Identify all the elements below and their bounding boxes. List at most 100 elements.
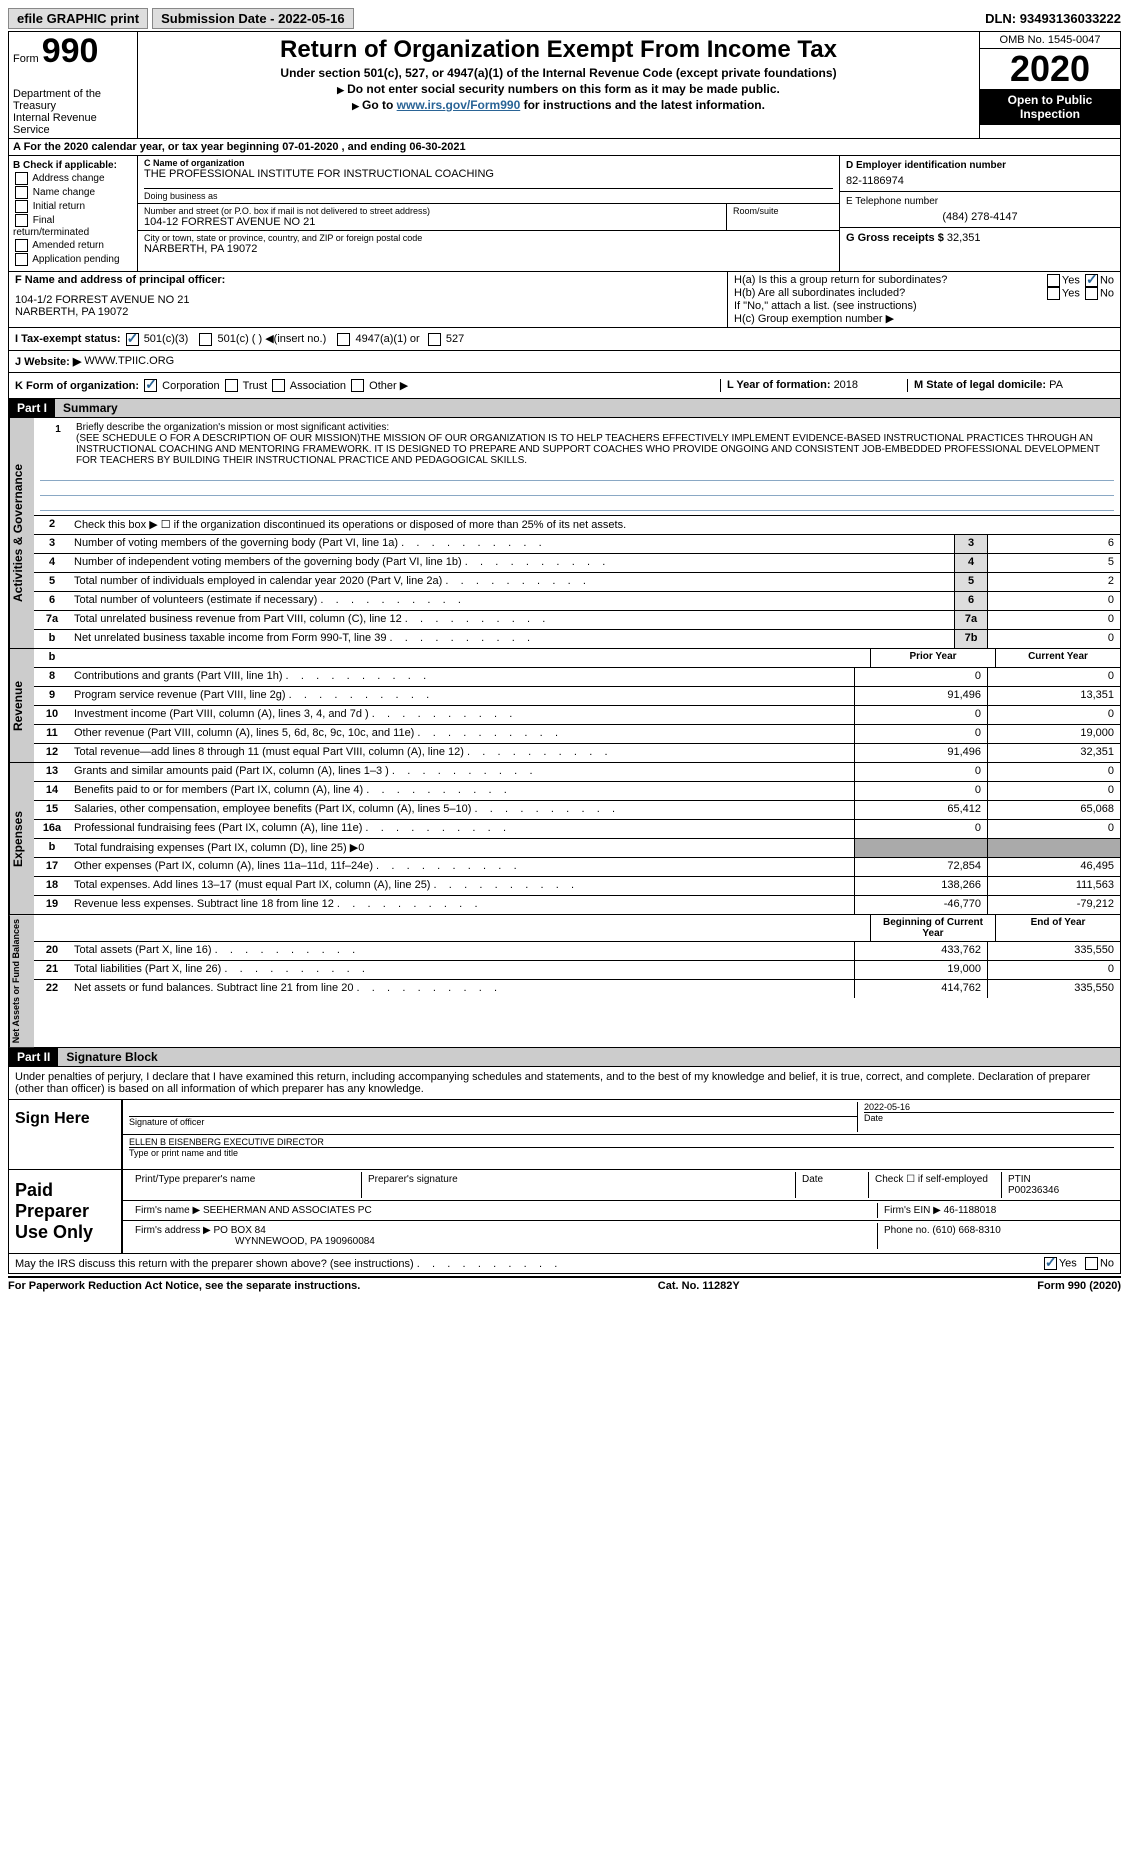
sec-i-left: I Tax-exempt status: 501(c)(3) 501(c) ( … [15, 332, 1114, 346]
line-desc: Other revenue (Part VIII, column (A), li… [70, 725, 854, 743]
exp-line: 15Salaries, other compensation, employee… [34, 801, 1120, 820]
chk-501c3[interactable] [126, 333, 139, 346]
firm-phone: (610) 668-8310 [932, 1225, 1000, 1236]
end-val: 335,550 [987, 980, 1120, 998]
prior-val: 91,496 [854, 744, 987, 762]
line-num: 8 [34, 668, 70, 686]
chk-501c[interactable] [199, 333, 212, 346]
chk-name[interactable]: Name change [13, 186, 133, 199]
rev-line: 12Total revenue—add lines 8 through 11 (… [34, 744, 1120, 762]
chk-initial[interactable]: Initial return [13, 200, 133, 213]
open-public: Open to Public Inspection [980, 89, 1120, 125]
line-desc: Revenue less expenses. Subtract line 18 … [70, 896, 854, 914]
sign-here-row: Sign Here Signature of officer 2022-05-1… [9, 1099, 1120, 1169]
sec-f: F Name and address of principal officer:… [9, 272, 728, 327]
revenue-content: b Prior Year Current Year 8Contributions… [34, 649, 1120, 762]
hb-note: If "No," attach a list. (see instruction… [734, 300, 1114, 312]
footer-mid: Cat. No. 11282Y [658, 1280, 740, 1292]
chk-527[interactable] [428, 333, 441, 346]
irs-link[interactable]: www.irs.gov/Form990 [397, 98, 521, 112]
rev-line: 10Investment income (Part VIII, column (… [34, 706, 1120, 725]
sec-f-h: F Name and address of principal officer:… [8, 272, 1121, 328]
street-value: 104-12 FORREST AVENUE NO 21 [144, 216, 720, 228]
current-val: 0 [987, 820, 1120, 838]
chk-corp[interactable] [144, 379, 157, 392]
chk-4947[interactable] [337, 333, 350, 346]
chk-addr-label: Address change [32, 173, 104, 184]
current-val: 19,000 [987, 725, 1120, 743]
street-label: Number and street (or P.O. box if mail i… [144, 206, 720, 216]
chk-amended[interactable]: Amended return [13, 239, 133, 252]
paid-prep-row: Paid Preparer Use Only Print/Type prepar… [9, 1169, 1120, 1253]
may-no-chk[interactable] [1085, 1257, 1098, 1270]
current-val: 111,563 [987, 877, 1120, 895]
revenue-section: Revenue b Prior Year Current Year 8Contr… [8, 649, 1121, 763]
chk-pending[interactable]: Application pending [13, 253, 133, 266]
line-num: 22 [34, 980, 70, 998]
firm-name: SEEHERMAN AND ASSOCIATES PC [203, 1205, 372, 1216]
expenses-section: Expenses 13Grants and similar amounts pa… [8, 763, 1121, 915]
part1-hdr: Part I Summary [8, 399, 1121, 418]
print-name-label: Print/Type preparer's name [129, 1172, 362, 1198]
city-value: NARBERTH, PA 19072 [144, 243, 833, 255]
prep-sig-label: Preparer's signature [362, 1172, 796, 1198]
line-val: 0 [987, 630, 1120, 648]
form-sub2: Do not enter social security numbers on … [142, 82, 975, 96]
gross-cell: G Gross receipts $ 32,351 [840, 228, 1120, 248]
m-value: PA [1049, 379, 1063, 391]
line-1-num: 1 [40, 422, 76, 466]
may-yes-chk[interactable] [1044, 1257, 1057, 1270]
current-val [987, 839, 1120, 857]
ein-value: 82-1186974 [846, 175, 1114, 187]
hc-label: H(c) Group exemption number ▶ [734, 312, 1114, 325]
chk-final[interactable]: Final return/terminated [13, 214, 133, 238]
firm-ein: 46-1188018 [944, 1205, 997, 1216]
line-box: 5 [954, 573, 987, 591]
chk-trust[interactable] [225, 379, 238, 392]
city-label: City or town, state or province, country… [144, 233, 833, 243]
firm-addr-label: Firm's address ▶ [135, 1225, 211, 1236]
line-desc: Grants and similar amounts paid (Part IX… [70, 763, 854, 781]
current-val: 65,068 [987, 801, 1120, 819]
ha-yn: Yes No [1045, 274, 1114, 287]
line-box: 3 [954, 535, 987, 553]
phone-value: (484) 278-4147 [846, 211, 1114, 223]
line-num: b [34, 839, 70, 857]
exp-line: 14Benefits paid to or for members (Part … [34, 782, 1120, 801]
paid-row1: Print/Type preparer's name Preparer's si… [123, 1170, 1120, 1201]
line-desc: Total revenue—add lines 8 through 11 (mu… [70, 744, 854, 762]
chk-addr[interactable]: Address change [13, 172, 133, 185]
dln-label: DLN: [985, 11, 1020, 26]
ptin-value: P00236346 [1008, 1185, 1108, 1196]
gov-line: bNet unrelated business taxable income f… [34, 630, 1120, 648]
paid-row2: Firm's name ▶ SEEHERMAN AND ASSOCIATES P… [123, 1201, 1120, 1221]
efile-btn[interactable]: efile GRAPHIC print [8, 8, 148, 29]
firm-addr-cell: Firm's address ▶ PO BOX 84 WYNNEWOOD, PA… [129, 1223, 878, 1249]
gov-line: 7aTotal unrelated business revenue from … [34, 611, 1120, 630]
sig-name-line: ELLEN B EISENBERG EXECUTIVE DIRECTOR Typ… [123, 1135, 1120, 1169]
net-content: Beginning of Current Year End of Year 20… [34, 915, 1120, 1047]
topbar: efile GRAPHIC print Submission Date - 20… [8, 8, 1121, 29]
side-expenses: Expenses [9, 763, 34, 914]
line-box: 7b [954, 630, 987, 648]
chk-other[interactable] [351, 379, 364, 392]
current-val: 0 [987, 763, 1120, 781]
room-label: Room/suite [727, 204, 839, 230]
net-assets-section: Net Assets or Fund Balances Beginning of… [8, 915, 1121, 1048]
chk-assoc[interactable] [272, 379, 285, 392]
line-val: 6 [987, 535, 1120, 553]
opt-corp: Corporation [162, 380, 219, 392]
sec-f-label: F Name and address of principal officer: [15, 274, 721, 286]
col-hdr-row: b Prior Year Current Year [34, 649, 1120, 668]
gross-value: 32,351 [947, 232, 981, 244]
line-num: 13 [34, 763, 70, 781]
line-box: 4 [954, 554, 987, 572]
sec-k: K Form of organization: Corporation Trus… [8, 373, 1121, 400]
line-desc: Total assets (Part X, line 16) [70, 942, 854, 960]
exp-line: 19Revenue less expenses. Subtract line 1… [34, 896, 1120, 914]
col-d: D Employer identification number 82-1186… [839, 156, 1120, 271]
current-val: -79,212 [987, 896, 1120, 914]
h-a-row: H(a) Is this a group return for subordin… [734, 274, 1114, 287]
b-marker: b [34, 649, 70, 667]
firm-ein-cell: Firm's EIN ▶ 46-1188018 [878, 1203, 1114, 1218]
